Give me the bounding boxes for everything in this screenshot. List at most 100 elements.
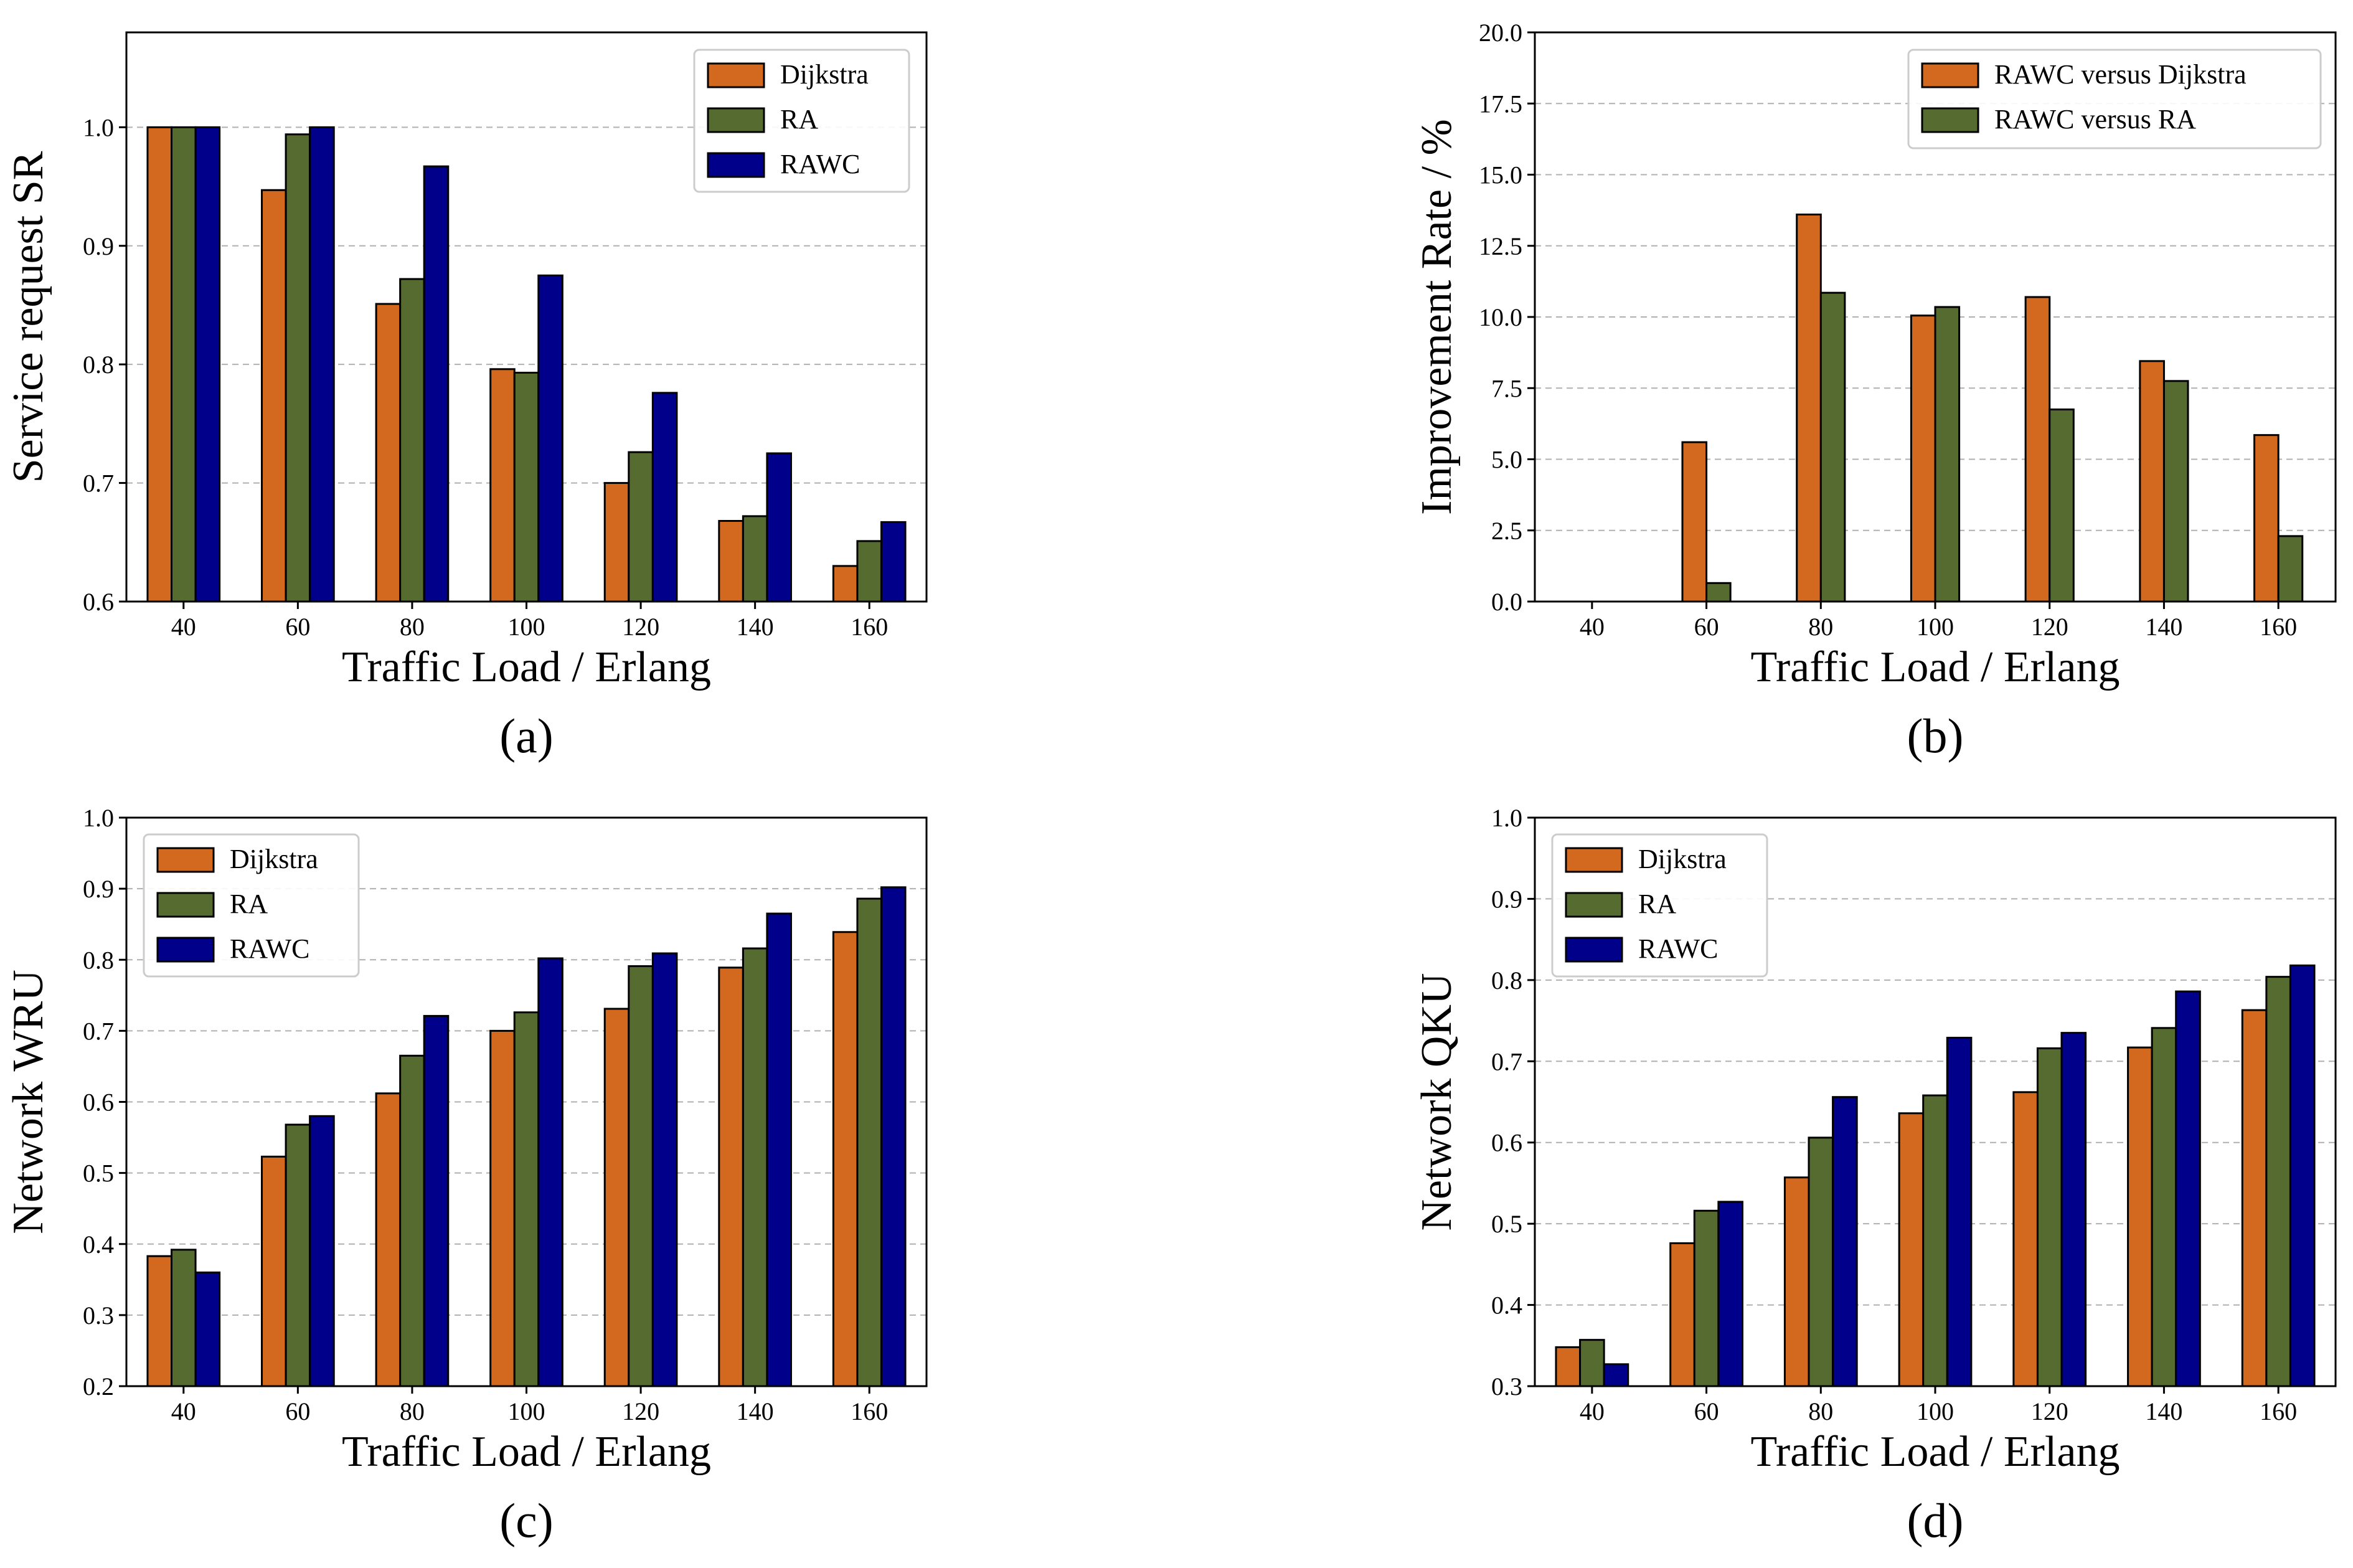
bar-rawc-160 [880, 886, 907, 1387]
legend-box [1907, 49, 2322, 149]
bar-dijkstra-60 [261, 1155, 287, 1387]
bar-rawc-versus-ra-160 [2277, 535, 2304, 603]
x-tick-label: 100 [508, 1397, 545, 1425]
y-tick-label: 0.9 [83, 875, 114, 903]
legend-swatch [1565, 937, 1623, 963]
bar-dijkstra-140 [2127, 1046, 2153, 1387]
bar-rawc-140 [766, 452, 792, 603]
bar-rawc-80 [423, 165, 450, 603]
bar-rawc-80 [1832, 1096, 1858, 1387]
legend-swatch [156, 892, 215, 918]
x-tick-label: 80 [400, 1397, 425, 1425]
bar-rawc-versus-dijkstra-140 [2139, 360, 2165, 603]
bar-dijkstra-100 [489, 1029, 516, 1387]
x-tick-label: 80 [1808, 1397, 1833, 1425]
x-tick-label: 60 [285, 1397, 310, 1425]
x-tick-label: 60 [1694, 613, 1719, 641]
legend-label: RAWC [230, 933, 309, 964]
bar-rawc-100 [1946, 1036, 1973, 1387]
y-tick-label: 1.0 [83, 804, 114, 832]
bar-rawc-60 [309, 126, 335, 603]
y-tick-label: 5.0 [1491, 446, 1522, 474]
bar-rawc-versus-ra-80 [1819, 291, 1846, 603]
bar-rawc-60 [1717, 1201, 1743, 1387]
legend-label: RAWC [780, 149, 860, 179]
bar-dijkstra-40 [146, 126, 173, 603]
panel-caption: (d) [1907, 1493, 1964, 1547]
bar-rawc-160 [2289, 964, 2316, 1387]
legend-swatch [156, 937, 215, 963]
x-tick-label: 80 [1808, 613, 1833, 641]
bar-rawc-versus-dijkstra-120 [2024, 296, 2051, 603]
x-tick-label: 120 [622, 613, 659, 641]
legend-swatch [707, 107, 765, 133]
legend: Dijkstra RA RAWC [143, 833, 360, 978]
legend-swatch [1921, 107, 1979, 133]
bar-ra-140 [2151, 1027, 2177, 1387]
bar-rawc-100 [537, 957, 563, 1387]
y-tick-label: 0.6 [83, 1089, 114, 1117]
legend-label: RA [1638, 889, 1676, 919]
y-tick-label: 0.3 [1491, 1372, 1522, 1400]
x-tick-label: 120 [2031, 613, 2068, 641]
plot-frame [1534, 31, 2337, 603]
bar-ra-160 [856, 540, 882, 603]
x-tick-label: 80 [400, 613, 425, 641]
y-tick-label: 0.7 [83, 1017, 114, 1045]
x-tick-label: 60 [285, 613, 310, 641]
x-tick-label: 140 [737, 613, 774, 641]
x-tick-label: 40 [171, 1397, 196, 1425]
bar-dijkstra-120 [603, 1008, 630, 1387]
x-axis-label: Traffic Load / Erlang [1751, 643, 2120, 691]
x-tick-label: 140 [2145, 613, 2182, 641]
legend-swatch [707, 62, 765, 88]
y-tick-label: 0.9 [83, 232, 114, 260]
x-axis-label: Traffic Load / Erlang [342, 643, 711, 691]
legend-swatch [1921, 62, 1979, 88]
bar-ra-80 [399, 1054, 425, 1387]
bar-rawc-versus-ra-60 [1705, 582, 1732, 603]
bar-ra-60 [285, 1123, 311, 1387]
bar-rawc-60 [309, 1115, 335, 1387]
x-tick-label: 60 [1694, 1397, 1719, 1425]
bar-rawc-versus-ra-140 [2162, 380, 2189, 603]
bar-ra-120 [2036, 1047, 2063, 1387]
bar-rawc-40 [194, 126, 221, 603]
bar-rawc-40 [194, 1271, 221, 1387]
bar-dijkstra-120 [603, 482, 630, 603]
x-tick-label: 100 [1917, 613, 1954, 641]
y-tick-label: 0.3 [83, 1301, 114, 1329]
bar-rawc-versus-dijkstra-60 [1681, 441, 1708, 603]
y-tick-label: 12.5 [1479, 232, 1522, 260]
bar-ra-80 [399, 278, 425, 603]
bar-ra-60 [285, 133, 311, 603]
bar-ra-120 [628, 965, 654, 1387]
y-axis-label: Network WRU [4, 970, 52, 1234]
x-axis-label: Traffic Load / Erlang [342, 1428, 711, 1476]
bar-rawc-160 [880, 521, 907, 603]
y-axis-label: Improvement Rate / % [1413, 119, 1461, 515]
legend-label: RAWC versus RA [1994, 104, 2196, 135]
bar-ra-100 [513, 1011, 540, 1387]
y-tick-label: 1.0 [1491, 804, 1522, 832]
bar-dijkstra-140 [718, 520, 744, 603]
y-tick-label: 0.7 [1491, 1047, 1522, 1075]
panel-caption: (c) [499, 1493, 554, 1547]
x-tick-label: 40 [171, 613, 196, 641]
x-tick-label: 160 [851, 613, 888, 641]
bar-ra-40 [171, 1249, 197, 1387]
y-tick-label: 0.8 [1491, 966, 1522, 994]
plot-frame [1534, 816, 2337, 1387]
bar-ra-80 [1808, 1136, 1834, 1387]
y-tick-label: 0.0 [1491, 588, 1522, 616]
bar-dijkstra-120 [2012, 1091, 2039, 1387]
x-tick-label: 140 [2145, 1397, 2182, 1425]
legend-label: RA [780, 104, 818, 135]
bar-rawc-versus-ra-100 [1934, 306, 1961, 603]
chart-panel-a: 0.6 0.7 0.8 0.9 1.0 40 60 80 100 120 140 160 Traffic… [4, 31, 928, 763]
bar-dijkstra-160 [2241, 1009, 2268, 1387]
bar-rawc-versus-dijkstra-100 [1910, 314, 1936, 603]
y-tick-label: 0.7 [83, 470, 114, 498]
chart-panel-d: 0.3 0.4 0.5 0.6 0.7 0.8 0.9 1.0 40 60 80 100 120 140 1… [1413, 804, 2337, 1547]
